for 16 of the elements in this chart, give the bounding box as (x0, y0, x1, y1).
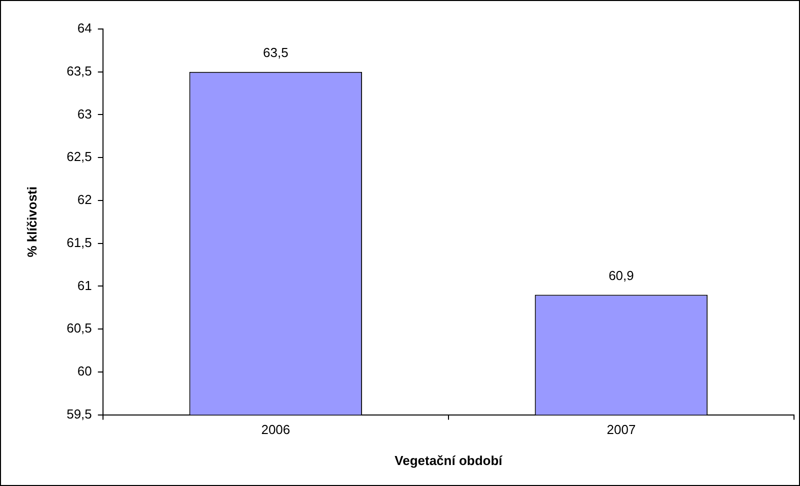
y-tick-label: 60 (77, 364, 92, 379)
y-tick-label: 61,5 (66, 234, 92, 250)
y-tick-label: 61 (77, 278, 92, 293)
y-tick-label: 62,5 (66, 149, 92, 164)
data-label: 60,9 (608, 268, 634, 283)
y-tick-label: 63 (77, 106, 92, 122)
y-tick-label: 60,5 (66, 320, 92, 336)
y-tick-label: 64 (77, 20, 92, 36)
x-tick-label: 2007 (606, 422, 636, 438)
data-label: 63,5 (263, 44, 288, 60)
x-tick-label: 2006 (261, 422, 290, 438)
y-axis-title: % klíčivosti (24, 186, 40, 258)
x-axis-title: Vegetační období (394, 452, 503, 468)
y-tick-label: 62 (77, 192, 92, 208)
y-tick-label: 59,5 (66, 406, 92, 422)
y-tick-label: 63,5 (66, 63, 92, 78)
